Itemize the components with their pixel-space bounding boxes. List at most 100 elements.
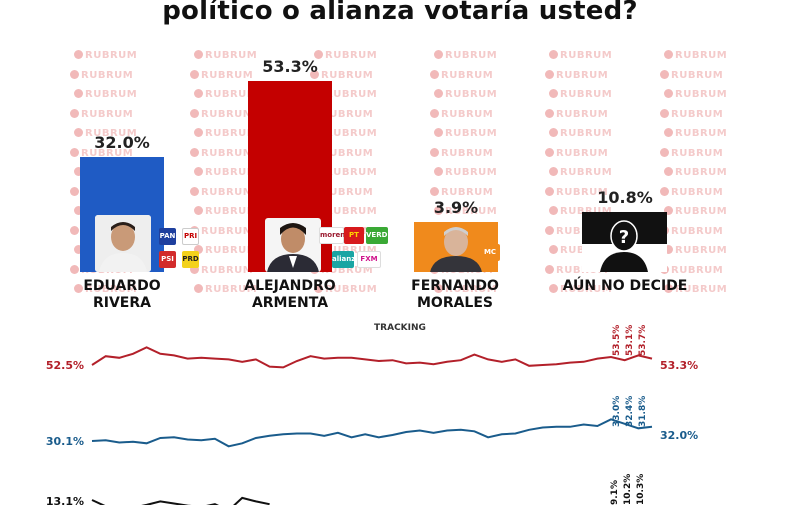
- candidate-name-undecided: AÚN NO DECIDE: [562, 278, 688, 294]
- watermark-text: RUBRUM: [445, 89, 498, 100]
- watermark-text: RUBRUM: [560, 206, 613, 217]
- watermark-text: RUBRUM: [81, 108, 134, 120]
- tracking-recent-label: 53.1%: [625, 325, 635, 356]
- person-icon: [428, 222, 484, 272]
- watermark-logo-icon: [545, 147, 554, 157]
- watermark-logo-icon: [70, 225, 79, 235]
- watermark-text: RUBRUM: [85, 89, 138, 100]
- watermark-label: RUBRUM: [549, 50, 612, 61]
- watermark-logo-icon: [660, 69, 669, 79]
- watermark-text: RUBRUM: [560, 128, 613, 139]
- watermark-label: RUBRUM: [664, 89, 727, 100]
- watermark-logo-icon: [549, 284, 558, 293]
- watermark-label: RUBRUM: [545, 264, 608, 276]
- tracking-series-line: [91, 496, 270, 505]
- watermark-text: RUBRUM: [675, 89, 728, 100]
- watermark-label: RUBRUM: [434, 284, 497, 295]
- watermark-text: RUBRUM: [445, 284, 498, 295]
- watermark-logo-icon: [660, 186, 669, 196]
- watermark-logo-icon: [549, 206, 558, 215]
- watermark-text: RUBRUM: [201, 225, 254, 237]
- watermark-logo-icon: [74, 206, 83, 215]
- watermark-logo-icon: [664, 50, 673, 59]
- watermark-text: RUBRUM: [321, 186, 374, 198]
- tracking-series-line: [91, 418, 653, 448]
- prd-logo-icon: PRD: [182, 251, 199, 268]
- candidate-name-rivera: EDUARDO RIVERA: [83, 278, 161, 311]
- pt-logo-icon: PT: [344, 227, 364, 244]
- candidate-photo-morales: [428, 222, 484, 272]
- watermark-logo-icon: [70, 264, 79, 274]
- tracking-series-line: [91, 346, 653, 369]
- watermark-logo-icon: [194, 50, 203, 59]
- watermark-label: RUBRUM: [190, 69, 254, 81]
- watermark-text: RUBRUM: [675, 167, 728, 178]
- watermark-logo-icon: [545, 225, 554, 235]
- psi-logo-icon: PSI: [159, 251, 176, 268]
- watermark-text: RUBRUM: [445, 128, 498, 139]
- watermark-label: RUBRUM: [434, 128, 497, 139]
- watermark-logo-icon: [434, 284, 443, 293]
- watermark-label: RUBRUM: [190, 147, 253, 159]
- watermark-label: RUBRUM: [549, 206, 612, 217]
- watermark-text: RUBRUM: [675, 245, 728, 256]
- watermark-text: RUBRUM: [321, 108, 374, 120]
- watermark-label: RUBRUM: [664, 245, 727, 256]
- watermark-text: RUBRUM: [325, 128, 378, 139]
- watermark-text: RUBRUM: [325, 284, 378, 295]
- undecided-silhouette: ?: [582, 212, 667, 272]
- watermark-label: RUBRUM: [194, 206, 257, 217]
- watermark-text: RUBRUM: [201, 186, 254, 198]
- tracking-recent-label: 53.7%: [638, 325, 648, 356]
- watermark-text: RUBRUM: [671, 186, 724, 198]
- watermark-label: RUBRUM: [190, 186, 254, 198]
- watermark-label: RUBRUM: [70, 147, 133, 159]
- watermark-text: RUBRUM: [556, 226, 608, 237]
- watermark-text: RUBRUM: [560, 167, 613, 178]
- watermark-text: RUBRUM: [205, 206, 258, 217]
- bar-value-label: 53.3%: [262, 57, 318, 76]
- watermark-text: RUBRUM: [325, 206, 378, 217]
- watermark-text: RUBRUM: [560, 89, 613, 100]
- tracking-recent-label: 9.1%: [610, 480, 620, 505]
- watermark-text: RUBRUM: [325, 50, 378, 61]
- watermark-label: RUBRUM: [660, 186, 724, 198]
- tracking-end-label: 32.0%: [660, 429, 698, 442]
- watermark-label: RUBRUM: [660, 108, 723, 120]
- watermark-logo-icon: [194, 89, 203, 98]
- watermark-logo-icon: [190, 108, 199, 118]
- tracking-recent-label: 31.8%: [638, 396, 648, 427]
- watermark-label: RUBRUM: [545, 225, 608, 237]
- alianza-logo-icon: alianza: [332, 251, 360, 268]
- watermark-text: RUBRUM: [325, 167, 378, 178]
- watermark-logo-icon: [549, 50, 558, 59]
- watermark-text: RUBRUM: [671, 225, 724, 237]
- watermark-logo-icon: [194, 128, 203, 137]
- watermark-logo-icon: [190, 69, 199, 79]
- candidate-photo-rivera: [95, 215, 151, 272]
- watermark-logo-icon: [70, 108, 79, 118]
- watermark-logo-icon: [74, 128, 83, 137]
- svg-text:?: ?: [619, 227, 629, 248]
- page-title: político o alianza votaría usted?: [162, 0, 638, 26]
- watermark-label: RUBRUM: [74, 284, 137, 295]
- watermark-text: RUBRUM: [201, 69, 254, 81]
- watermark-label: RUBRUM: [664, 50, 727, 61]
- watermark-text: RUBRUM: [205, 89, 258, 100]
- watermark-label: RUBRUM: [549, 167, 612, 178]
- watermark-text: RUBRUM: [85, 128, 138, 139]
- watermark-label: RUBRUM: [74, 50, 137, 61]
- bar-value-label: 10.8%: [597, 188, 653, 207]
- watermark-label: RUBRUM: [194, 128, 257, 139]
- watermark-text: RUBRUM: [205, 167, 258, 178]
- watermark-text: RUBRUM: [671, 69, 724, 81]
- person-icon: [265, 218, 321, 272]
- watermark-label: RUBRUM: [194, 167, 257, 178]
- watermark-text: RUBRUM: [325, 89, 378, 100]
- tracking-start-label: 13.1%: [46, 495, 84, 505]
- watermark-text: RUBRUM: [325, 245, 377, 256]
- watermark-label: RUBRUM: [70, 108, 134, 120]
- question-person-icon: ?: [582, 212, 667, 272]
